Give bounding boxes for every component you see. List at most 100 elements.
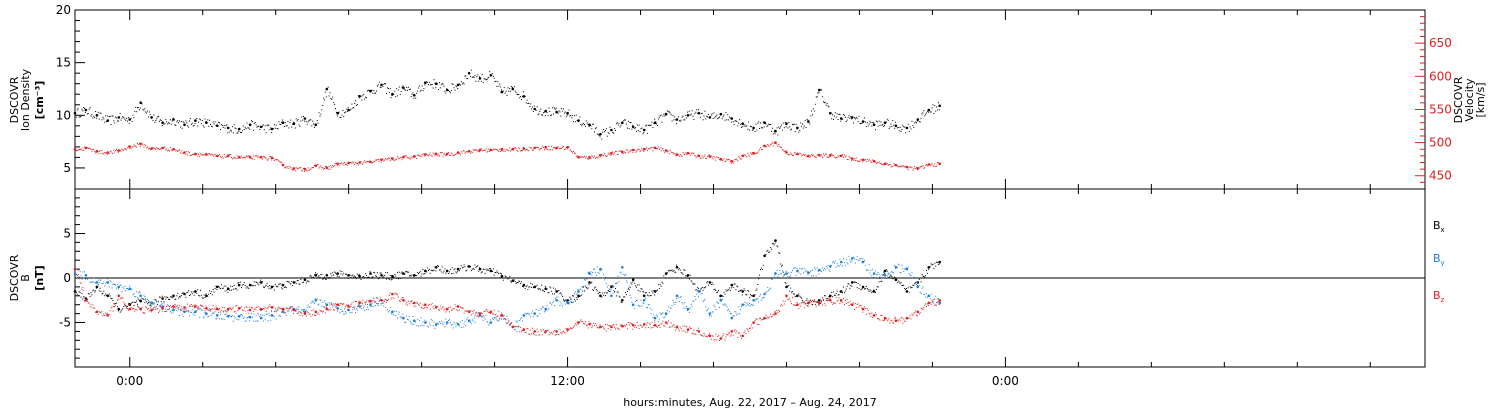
by-trace-dot <box>349 312 351 314</box>
by-trace-dot <box>203 316 205 318</box>
bx-trace-dot <box>738 290 740 292</box>
velocity-trace-dot <box>448 152 450 154</box>
by-trace-dot <box>240 314 242 316</box>
ion-density-trace-dot <box>755 123 757 125</box>
bx-trace-dot <box>124 303 126 305</box>
bz-trace-dot <box>783 303 785 305</box>
bz-trace-dot <box>875 314 877 316</box>
by-trace-dot <box>258 314 260 316</box>
velocity-trace-dot <box>169 150 170 152</box>
velocity-trace-dot <box>363 161 365 163</box>
bz-trace-dot <box>540 329 542 331</box>
bz-trace-dot <box>474 315 476 317</box>
ion-density-trace-dot <box>324 91 326 93</box>
by-trace-dot <box>433 321 435 323</box>
by-trace-dot <box>605 282 607 284</box>
velocity-trace-dot <box>780 147 782 149</box>
by-trace-dot <box>833 262 835 264</box>
bz-trace-dot <box>237 310 239 312</box>
velocity-trace-dot <box>743 153 745 155</box>
velocity-trace-dot <box>281 162 283 164</box>
velocity-trace-dot <box>445 155 447 156</box>
ion-density-trace-dot <box>627 120 629 122</box>
ion-density-trace-dot <box>758 121 760 123</box>
bx-trace-dot <box>906 288 907 289</box>
ion-density-trace-dot <box>849 117 851 119</box>
bx-point <box>424 269 427 273</box>
bz-trace-dot <box>662 320 664 322</box>
bx-trace-dot <box>846 285 848 287</box>
bx-point <box>259 281 263 284</box>
bz-trace-dot <box>605 330 607 332</box>
by-trace-dot <box>305 309 307 311</box>
by-trace-dot <box>831 264 833 266</box>
velocity-trace-dot <box>166 148 168 150</box>
ion-density-trace-dot <box>876 121 878 123</box>
by-trace-dot <box>472 320 474 322</box>
bz-trace-dot <box>864 308 866 309</box>
ion-density-trace-dot <box>272 128 274 130</box>
bz-point <box>818 301 821 305</box>
bx-point <box>226 287 230 291</box>
bx-trace-dot <box>247 287 249 289</box>
by-trace-dot <box>105 283 107 285</box>
bz-trace-dot <box>503 318 505 320</box>
velocity-trace-dot <box>542 147 544 148</box>
bz-trace-dot <box>585 325 587 326</box>
bz-trace-dot <box>380 303 382 304</box>
ion-density-trace-dot <box>84 107 86 109</box>
bx-trace-dot <box>585 287 587 288</box>
velocity-trace-dot <box>168 149 169 151</box>
bz-trace-dot <box>703 333 705 335</box>
bz-trace-dot <box>307 312 309 313</box>
bz-trace-dot <box>835 297 837 299</box>
ion-density-trace-dot <box>135 106 137 108</box>
velocity-trace-dot <box>584 157 586 159</box>
velocity-trace-dot <box>428 155 429 157</box>
by-trace-dot <box>626 281 628 283</box>
bx-trace-dot <box>410 275 412 277</box>
ion-density-trace-dot <box>688 110 690 112</box>
bz-trace-dot <box>274 308 276 310</box>
velocity-trace-dot <box>306 170 308 172</box>
by-point <box>237 315 241 318</box>
bx-trace-dot <box>683 269 685 271</box>
velocity-trace-dot <box>903 165 905 167</box>
bz-trace-dot <box>199 308 201 310</box>
ion-density-trace-dot <box>649 125 651 127</box>
velocity-trace-dot <box>374 161 376 163</box>
by-trace-dot <box>520 318 522 320</box>
by-trace-dot <box>125 289 127 291</box>
bx-trace-dot <box>335 272 336 274</box>
ion-density-trace-dot <box>647 125 649 126</box>
velocity-trace-dot <box>832 154 834 156</box>
bx-trace-dot <box>821 301 823 303</box>
bx-trace-dot <box>724 293 726 295</box>
by-trace-dot <box>788 272 790 274</box>
by-trace-dot <box>766 290 768 292</box>
ion-density-trace-dot <box>114 122 116 124</box>
ion-density-trace-dot <box>471 77 473 78</box>
velocity-trace-dot <box>553 146 555 148</box>
velocity-trace-dot <box>486 151 488 153</box>
bz-trace-dot <box>740 337 742 339</box>
bx-trace-dot <box>921 273 923 275</box>
bz-trace-dot <box>346 304 348 306</box>
bx-trace-dot <box>718 290 720 292</box>
bx-trace-dot <box>627 287 629 289</box>
bx-point <box>73 290 77 293</box>
ion-density-trace-dot <box>806 118 808 120</box>
velocity-trace-dot <box>812 154 814 156</box>
velocity-trace-dot <box>641 147 643 149</box>
velocity-trace-dot <box>349 162 351 163</box>
ion-density-trace-dot <box>445 92 447 94</box>
bz-trace-dot <box>257 312 259 314</box>
bx-trace-dot <box>210 293 211 295</box>
bz-trace-dot <box>142 312 144 314</box>
ion-density-trace-dot <box>631 128 633 130</box>
bx-trace-dot <box>771 248 772 250</box>
bz-trace-dot <box>448 306 450 308</box>
ion-density-trace-dot <box>318 112 320 114</box>
by-trace-dot <box>687 310 689 312</box>
bz-trace-dot <box>376 297 377 299</box>
